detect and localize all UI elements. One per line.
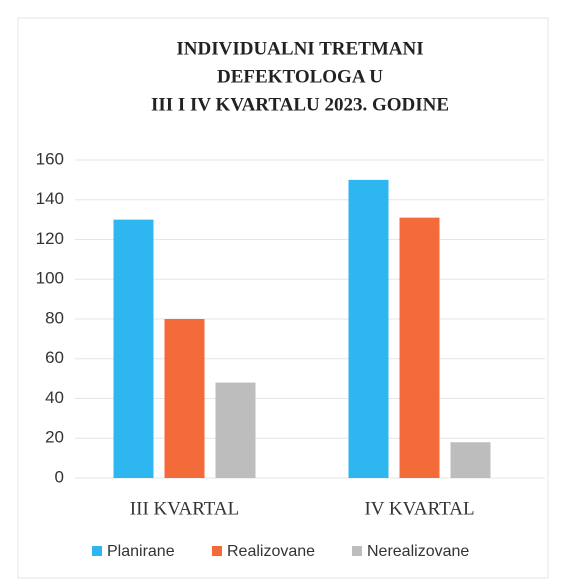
chart-title: INDIVIDUALNI TRETMANI — [176, 38, 423, 59]
y-tick-label: 20 — [45, 428, 64, 447]
bar — [113, 219, 154, 478]
legend-swatch — [352, 546, 362, 556]
bar — [348, 179, 389, 478]
y-tick-label: 140 — [36, 189, 64, 208]
y-tick-label: 80 — [45, 308, 64, 327]
y-tick-label: 60 — [45, 348, 64, 367]
y-tick-label: 120 — [36, 229, 64, 248]
x-tick-label: IV KVARTAL — [364, 498, 474, 519]
legend-label: Nerealizovane — [367, 543, 469, 560]
y-tick-label: 100 — [36, 269, 64, 288]
legend-swatch — [92, 546, 102, 556]
chart-title: DEFEKTOLOGA U — [217, 66, 383, 87]
chart-frame — [17, 17, 549, 579]
chart-title: III I IV KVARTALU 2023. GODINE — [151, 94, 449, 115]
bar — [215, 382, 256, 478]
x-tick-label: III KVARTAL — [130, 498, 239, 519]
bar — [450, 442, 491, 478]
y-tick-label: 160 — [36, 149, 64, 168]
legend-label: Realizovane — [227, 543, 315, 560]
bar — [399, 217, 440, 478]
legend-label: Planirane — [107, 543, 175, 560]
y-tick-label: 40 — [45, 388, 64, 407]
y-tick-label: 0 — [55, 467, 64, 486]
legend-swatch — [212, 546, 222, 556]
bar — [164, 319, 205, 478]
